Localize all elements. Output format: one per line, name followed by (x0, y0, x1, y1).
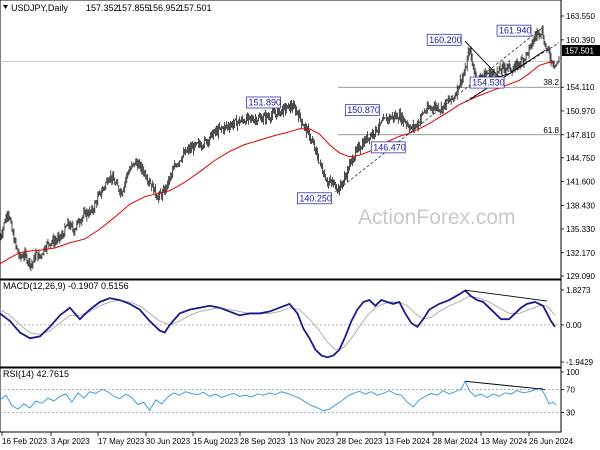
price-annotation: 61.8 (543, 126, 559, 135)
x-tick-label: 13 Feb 2024 (385, 437, 430, 446)
price-annotation: 146.470 (370, 141, 406, 154)
macd-divergence-line (465, 289, 548, 302)
x-tick-label: 28 Dec 2023 (337, 437, 383, 446)
y-tick-label: 138.430 (566, 202, 595, 211)
y-tick-label: 154.110 (566, 83, 595, 92)
y-tick-label: 129.090 (566, 272, 595, 281)
y-tick-label: 144.750 (566, 154, 595, 163)
price-annotation: 151.890 (246, 96, 281, 109)
x-tick-label: 13 Nov 2023 (289, 437, 335, 446)
ohlc-close: 157.501 (179, 3, 212, 13)
y-tick-label: 147.810 (566, 131, 595, 140)
rsi-y-axis: 100 70 30 (561, 368, 580, 418)
y-tick-label: 132.170 (566, 249, 595, 258)
y-tick-label: 163.550 (566, 12, 595, 21)
rsi-label: RSI(14) 42.7615 (3, 369, 69, 379)
macd-tick-label: 0.00 (566, 321, 582, 330)
symbol-label: USDJPY,Daily (11, 3, 68, 13)
channel-line-0 (335, 27, 543, 193)
x-tick-label: 28 Sep 2023 (240, 437, 286, 446)
x-tick-label: 17 May 2023 (98, 437, 145, 446)
y-tick-label: 135.330 (566, 225, 595, 234)
price-annotation: 150.870 (344, 104, 380, 117)
price-label: 151.890 (248, 97, 281, 107)
main-panel-frame (0, 0, 562, 280)
rsi-divergence-line (465, 380, 546, 390)
last-price-label: 157.501 (565, 47, 594, 56)
main-labels: 161.940 160.200 151.890 150.870 154.530 146.4… (246, 24, 560, 205)
x-tick-label: 28 Mar 2024 (433, 437, 478, 446)
ohlc-low: 156.952 (148, 3, 181, 13)
macd-label: MACD(12,26,9) -0.1907 0.5156 (3, 281, 129, 291)
price-candles (0, 25, 560, 272)
chart-header: USDJPY,Daily 157.352 157.855 156.952 157… (3, 3, 212, 13)
x-tick-label: 30 Jun 2023 (146, 437, 191, 446)
trend-line-0 (464, 40, 505, 83)
rsi-panel-frame (0, 367, 562, 433)
main-y-axis: 163.550 160.390 154.110 150.970 147.810 144.7… (561, 12, 595, 281)
price-label: 150.870 (347, 105, 380, 115)
rsi-line (0, 380, 557, 412)
macd-tick-label: 1.8273 (566, 286, 591, 295)
x-tick-label: 13 May 2024 (481, 437, 528, 446)
macd-panel-frame (0, 279, 562, 368)
watermark: ActionForex.com (358, 206, 516, 229)
ohlc-open: 157.352 (86, 3, 119, 13)
price-annotation: 160.200 (426, 33, 462, 46)
rsi-tick-label: 100 (566, 368, 580, 377)
main-lines (0, 27, 560, 265)
y-tick-label: 160.390 (566, 36, 595, 45)
y-tick-label: 150.970 (566, 107, 595, 116)
fib-level-label: 61.8 (543, 126, 559, 135)
rsi-tick-label: 70 (566, 385, 575, 394)
rsi-grid (0, 389, 561, 413)
last-price-tag: 157.501 (562, 45, 600, 56)
rsi-tick-label: 30 (566, 409, 575, 418)
x-axis: 16 Feb 2023 3 Apr 2023 17 May 2023 30 Jun 2… (1, 432, 574, 446)
fib-level-label: 38.2 (543, 78, 559, 87)
rsi-lines (0, 380, 557, 412)
price-annotation: 154.530 (469, 76, 505, 89)
x-tick-label: 16 Feb 2023 (2, 437, 47, 446)
macd-tick-label: -1.9429 (566, 358, 594, 367)
price-label: 160.200 (429, 35, 462, 45)
collapse-triangle-icon[interactable] (3, 5, 8, 9)
ohlc-high: 157.855 (117, 3, 150, 13)
x-tick-label: 3 Apr 2023 (51, 437, 90, 446)
x-tick-label: 26 Jun 2024 (529, 437, 574, 446)
x-tick-label: 15 Aug 2023 (193, 437, 238, 446)
macd-main-line (0, 289, 556, 359)
price-label: 161.940 (499, 26, 532, 36)
price-label: 154.530 (472, 78, 505, 88)
moving-average-line (0, 61, 556, 265)
price-label: 146.470 (373, 142, 406, 152)
price-label: 140.250 (299, 193, 332, 203)
macd-lines (0, 289, 556, 359)
price-annotation: 140.250 (297, 192, 332, 205)
price-annotation: 38.2 (543, 78, 559, 87)
macd-y-axis: 1.8273 0.00 -1.9429 (561, 286, 594, 367)
y-tick-label: 141.600 (566, 178, 595, 187)
price-annotation: 161.940 (496, 24, 532, 37)
